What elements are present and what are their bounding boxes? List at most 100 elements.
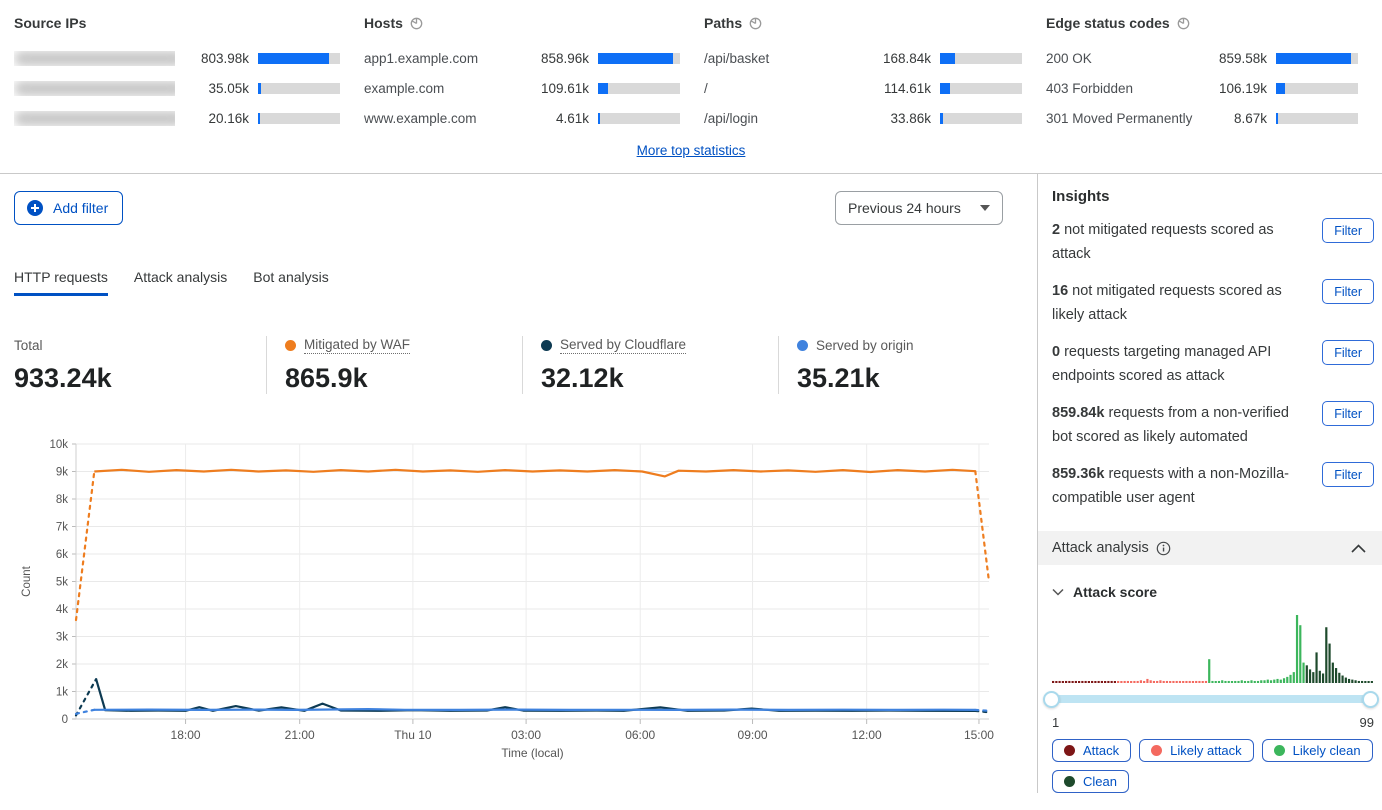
top-stat-row[interactable]: / 114.61k	[704, 73, 1022, 103]
legend-clean[interactable]: Clean	[1052, 770, 1129, 793]
top-stat-label: /api/basket	[704, 50, 770, 66]
legend-label: Clean	[1083, 774, 1117, 789]
top-stat-row[interactable]: app1.example.com 858.96k	[364, 43, 680, 73]
insight-filter-button[interactable]: Filter	[1322, 279, 1374, 304]
svg-text:3k: 3k	[56, 632, 68, 644]
top-stat-label: www.example.com	[364, 110, 477, 126]
attack-analysis-section-header[interactable]: Attack analysis	[1038, 531, 1382, 565]
svg-text:12:00: 12:00	[852, 728, 882, 742]
tab-bot-analysis[interactable]: Bot analysis	[253, 269, 329, 285]
more-top-statistics-link[interactable]: More top statistics	[636, 143, 746, 158]
top-stat-value: 106.19k	[1218, 80, 1267, 96]
top-stat-value: 35.05k	[208, 80, 249, 96]
legend-label: Attack	[1083, 743, 1120, 758]
top-stat-label: 301 Moved Permanently	[1046, 110, 1193, 126]
svg-text:5k: 5k	[56, 577, 68, 589]
top-stat-row[interactable]: 301 Moved Permanently 8.67k	[1046, 103, 1358, 133]
attack-analysis-label: Attack analysis	[1052, 540, 1149, 556]
tab-attack-analysis[interactable]: Attack analysis	[133, 269, 228, 285]
series-mitigated-by-waf-dashed	[74, 470, 96, 622]
top-stat-bar-fill	[258, 52, 329, 64]
insight-text: 859.36k requests with a non-Mozilla-comp…	[1052, 466, 1289, 506]
top-stat-row[interactable]: /api/basket 168.84k	[704, 43, 1022, 73]
attack-score-slider-handle-min[interactable]	[1043, 691, 1060, 708]
top-stat-bar	[258, 52, 340, 64]
top-stat-row[interactable]: /api/login 33.86k	[704, 103, 1022, 133]
svg-text:9k: 9k	[56, 467, 68, 479]
svg-text:15:00: 15:00	[964, 728, 994, 742]
top-stat-value: 4.61k	[555, 110, 589, 126]
top-stat-bar	[940, 82, 1022, 94]
insight-filter-button[interactable]: Filter	[1322, 462, 1374, 487]
top-stat-value: 109.61k	[540, 80, 589, 96]
top-stat-bar-fill	[598, 82, 608, 94]
series-mitigated-by-waf-dashed	[974, 470, 991, 583]
insight-item: 0 requests targeting managed API endpoin…	[1052, 340, 1374, 388]
top-stat-row[interactable]: 200 OK 859.58k	[1046, 43, 1358, 73]
top-stat-bar	[598, 112, 680, 124]
legend-likely-attack[interactable]: Likely attack	[1139, 739, 1254, 762]
stat-card-label-row: Mitigated by WAF	[285, 336, 522, 354]
attack-score-section[interactable]: Attack score	[1052, 584, 1374, 600]
tab-http-requests[interactable]: HTTP requests	[14, 269, 108, 296]
top-stat-title-text: Edge status codes	[1046, 15, 1170, 31]
svg-text:21:00: 21:00	[285, 728, 315, 742]
top-stat-bar-fill	[598, 52, 674, 64]
legend-attack[interactable]: Attack	[1052, 739, 1132, 762]
top-stat-bar	[598, 52, 680, 64]
insight-item: 859.84k requests from a non-verified bot…	[1052, 401, 1374, 449]
legend-color-dot	[1064, 776, 1075, 787]
top-stat-row[interactable]: 403 Forbidden 106.19k	[1046, 73, 1358, 103]
insight-filter-button[interactable]: Filter	[1322, 401, 1374, 426]
time-range-select[interactable]: Previous 24 hours	[835, 191, 1003, 225]
series-color-dot	[541, 339, 552, 351]
svg-text:Count: Count	[21, 565, 33, 596]
top-stat-label: /api/login	[704, 110, 759, 126]
stat-card-value: 933.24k	[14, 363, 112, 393]
top-stat-title: Hosts	[364, 12, 680, 34]
attack-score-range-slider	[1043, 690, 1379, 708]
top-stat-bar-fill	[258, 82, 262, 94]
top-stat-row[interactable]: 20.16k	[14, 103, 340, 133]
insights-sidebar: Insights 2 not mitigated requests scored…	[1038, 174, 1382, 793]
stat-card-label: Mitigated by WAF	[304, 336, 411, 354]
insight-filter-button[interactable]: Filter	[1322, 340, 1374, 365]
top-stat-row[interactable]: www.example.com 4.61k	[364, 103, 680, 133]
summary-stats: Total 933.24k Mitigated by WAF 865.9k Served…	[14, 336, 1037, 394]
top-stat-title: Paths	[704, 12, 1022, 34]
svg-text:4k: 4k	[56, 604, 68, 616]
stat-card-value: 32.12k	[541, 363, 624, 393]
stat-card-label: Served by origin	[816, 337, 914, 353]
svg-text:8k: 8k	[56, 494, 68, 506]
divider	[0, 173, 1382, 174]
top-stat-title-text: Source IPs	[14, 15, 87, 31]
attack-score-label: Attack score	[1073, 584, 1158, 600]
add-filter-label: Add filter	[53, 200, 109, 216]
svg-text:10k: 10k	[49, 439, 68, 451]
attack-score-slider-track[interactable]	[1052, 695, 1374, 703]
collapse-chevron-up-icon[interactable]	[1351, 543, 1366, 553]
stat-card-label-row: Total	[14, 336, 266, 354]
top-stat-row[interactable]: example.com 109.61k	[364, 73, 680, 103]
attack-score-legend: Attack Likely attack Likely clean Clean	[1052, 739, 1374, 793]
stat-card-total: Total 933.24k	[14, 336, 266, 394]
attack-score-slider-handle-max[interactable]	[1362, 691, 1379, 708]
chevron-down-icon	[1052, 588, 1064, 596]
redacted-label	[14, 80, 175, 96]
series-served-by-cloudflare-dashed	[74, 678, 98, 717]
top-stat-column: Edge status codes 200 OK 859.58k 403 Forbid…	[1046, 12, 1382, 133]
top-stat-row[interactable]: 803.98k	[14, 43, 340, 73]
top-stat-label: 200 OK	[1046, 50, 1092, 66]
add-filter-button[interactable]: Add filter	[14, 191, 124, 225]
top-stat-bar	[258, 82, 340, 94]
top-stat-row[interactable]: 35.05k	[14, 73, 340, 103]
top-stat-bar	[940, 52, 1022, 64]
svg-text:18:00: 18:00	[171, 728, 201, 742]
legend-label: Likely attack	[1170, 743, 1242, 758]
insight-filter-button[interactable]: Filter	[1322, 218, 1374, 243]
blurred-text	[14, 50, 175, 66]
slider-max-label: 99	[1359, 715, 1374, 730]
legend-likely-clean[interactable]: Likely clean	[1261, 739, 1373, 762]
info-icon[interactable]	[1156, 541, 1171, 556]
series-color-dot	[797, 339, 808, 351]
